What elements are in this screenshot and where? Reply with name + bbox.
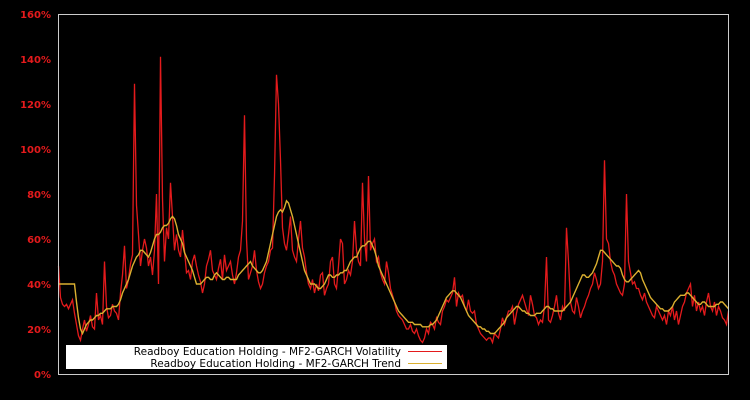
- y-tick-label: 0%: [34, 370, 51, 381]
- y-tick-label: 80%: [27, 190, 51, 201]
- y-tick-label: 60%: [27, 235, 51, 246]
- y-tick-label: 140%: [20, 55, 51, 66]
- legend-box: [66, 345, 447, 369]
- y-axis: 0% 20% 40% 60% 80% 100% 120% 140% 160%: [20, 10, 51, 381]
- trend-line: [58, 199, 730, 336]
- y-tick-label: 100%: [20, 145, 51, 156]
- plot-area: [57, 56, 730, 345]
- y-tick-label: 20%: [27, 325, 51, 336]
- legend-label-trend: Readboy Education Holding - MF2-GARCH Tr…: [150, 358, 401, 370]
- y-tick-label: 40%: [27, 280, 51, 291]
- legend: Readboy Education Holding - MF2-GARCH Vo…: [66, 345, 447, 370]
- legend-label-volatility: Readboy Education Holding - MF2-GARCH Vo…: [134, 346, 401, 358]
- y-tick-label: 120%: [20, 100, 51, 111]
- plot-frame: [58, 14, 729, 375]
- y-tick-label: 160%: [20, 10, 51, 21]
